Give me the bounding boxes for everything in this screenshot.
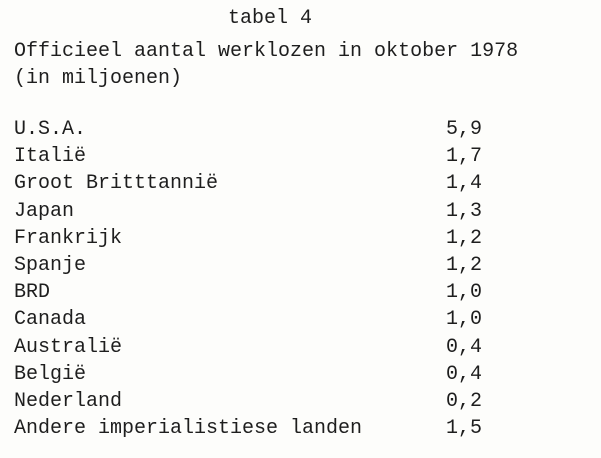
table-caption: Officieel aantal werklozen in oktober 19… xyxy=(14,40,519,63)
table-row: Andere imperialistiese landen 1,5 xyxy=(14,417,482,444)
table-row: Canada 1,0 xyxy=(14,308,482,335)
country-name: Japan xyxy=(14,199,75,223)
table-row: BRD 1,0 xyxy=(14,281,482,308)
table-unit: (in miljoenen) xyxy=(14,67,183,90)
country-name: Italië xyxy=(14,145,87,169)
unemployment-value: 0,4 xyxy=(446,362,483,386)
country-name: U.S.A. xyxy=(14,118,87,141)
table-row: Groot Britttannië 1,4 xyxy=(14,172,482,199)
country-name: Canada xyxy=(14,308,87,332)
unemployment-value: 1,3 xyxy=(446,199,483,223)
unemployment-value: 1,2 xyxy=(446,226,483,250)
unemployment-value: 0,2 xyxy=(446,389,483,413)
country-name: België xyxy=(14,362,87,386)
unemployment-value: 0,4 xyxy=(446,335,483,359)
table-row: Nederland 0,2 xyxy=(14,389,482,417)
country-name: Australië xyxy=(14,335,123,359)
unemployment-value: 1,0 xyxy=(446,281,483,305)
country-name: Groot Britttannië xyxy=(14,172,219,196)
table-row: België 0,4 xyxy=(14,362,482,390)
unemployment-value: 5,9 xyxy=(446,118,483,141)
table-row: Australië 0,4 xyxy=(14,335,482,363)
country-name: Nederland xyxy=(14,389,123,413)
unemployment-value: 1,7 xyxy=(446,145,483,169)
table-row: Japan 1,3 xyxy=(14,199,482,227)
country-name: Spanje xyxy=(14,253,87,277)
unemployment-value: 1,2 xyxy=(446,253,483,277)
table-title: tabel 4 xyxy=(228,7,313,30)
country-name: Frankrijk xyxy=(14,226,123,250)
table-row: Italië 1,7 xyxy=(14,145,482,172)
unemployment-value: 1,5 xyxy=(446,417,483,441)
country-name: BRD xyxy=(14,281,51,305)
unemployment-value: 1,4 xyxy=(446,172,483,196)
unemployment-value: 1,0 xyxy=(446,308,483,332)
country-name: Andere imperialistiese landen xyxy=(14,417,363,441)
data-table: U.S.A. 5,9 Italië 1,7 Groot Britttannië 1,4 Ja… xyxy=(14,118,482,444)
table-row: U.S.A. 5,9 xyxy=(14,118,482,145)
table-row: Frankrijk 1,2 xyxy=(14,226,482,254)
table-row: Spanje 1,2 xyxy=(14,253,482,281)
